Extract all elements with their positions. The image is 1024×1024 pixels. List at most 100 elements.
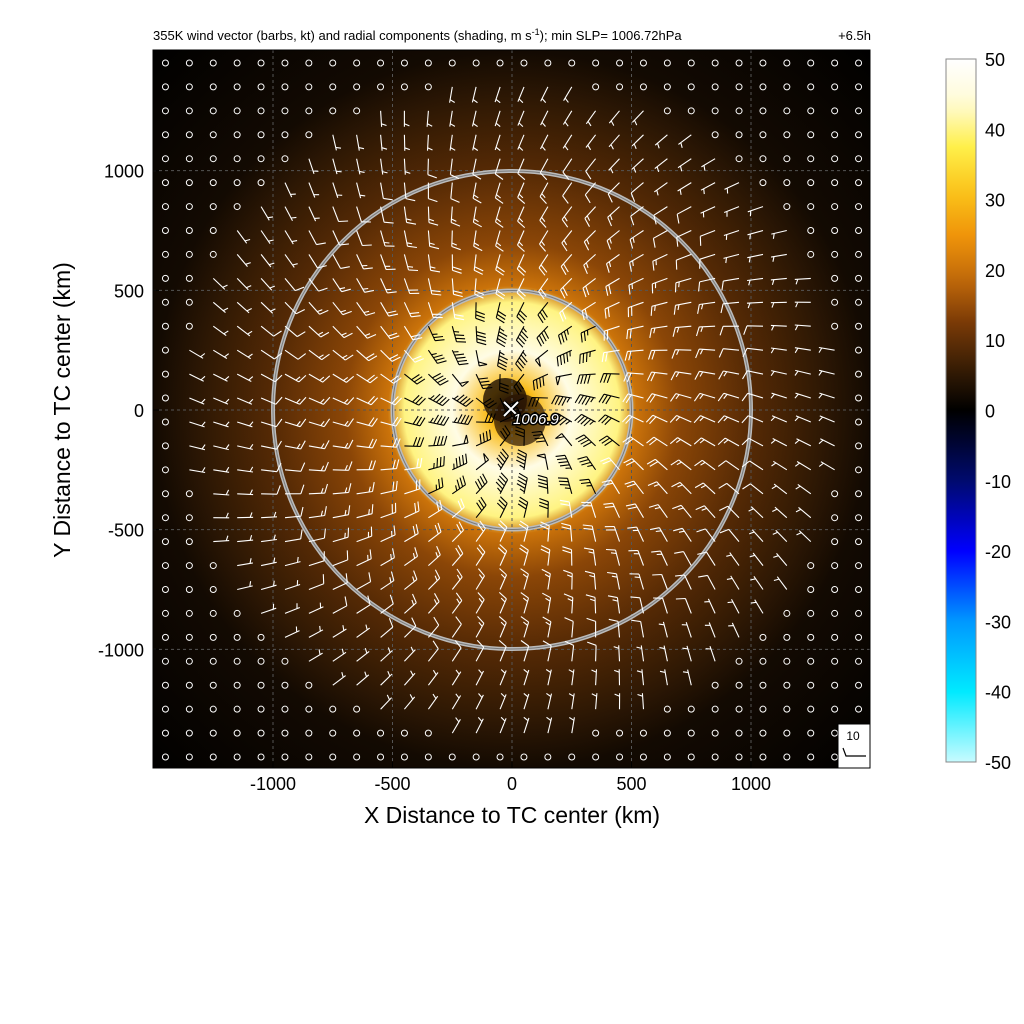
calm-wind-marker [161,753,169,761]
wind-barb [622,393,644,404]
wind-barb [356,526,373,543]
calm-wind-marker [424,83,432,91]
calm-wind-marker [855,681,863,689]
wind-barb [494,182,504,204]
calm-wind-marker [329,729,337,737]
calm-wind-marker [855,155,863,163]
wind-barb [672,504,692,519]
calm-wind-marker [759,131,767,139]
wind-barb [451,498,465,519]
wind-barb [653,597,668,614]
wind-barb [380,158,388,175]
wind-barb [403,254,419,272]
calm-wind-marker [305,131,313,139]
wind-barb [494,110,501,128]
wind-barb [332,206,349,223]
calm-wind-marker [735,131,743,139]
wind-barb [794,324,811,331]
y-tick-label: 0 [134,401,144,421]
calm-wind-marker [807,155,815,163]
wind-barb [260,580,277,591]
calm-wind-marker [161,179,169,187]
wind-barb [624,349,644,361]
calm-wind-marker [855,657,863,665]
calm-wind-marker [639,729,647,737]
calm-wind-marker [687,83,695,91]
wind-barb [427,158,437,179]
wind-barb [669,437,692,447]
wind-barb [189,397,206,405]
calm-wind-marker [783,705,791,713]
wind-barb [237,512,254,519]
wind-barb [189,444,206,451]
calm-wind-marker [759,83,767,91]
wind-barb [380,548,395,567]
wind-barb [236,349,253,360]
wind-barb [585,158,597,180]
wind-barb [332,182,343,198]
wind-barb [236,325,253,337]
calm-wind-marker [855,179,863,187]
y-tick-label: -1000 [98,640,144,660]
calm-wind-marker [185,633,193,641]
wind-barb [403,230,417,249]
wind-barb [515,325,529,348]
calm-wind-marker [783,633,791,641]
wind-barb [495,278,506,300]
wind-barb [561,230,573,252]
calm-wind-marker [185,83,193,91]
wind-barb [449,110,456,127]
wind-barb [649,527,668,542]
wind-barb [308,551,325,567]
wind-barb [380,618,394,638]
colorbar-tick-label: -20 [985,542,1011,562]
wind-barb [682,645,692,662]
wind-barb [557,325,573,345]
calm-wind-marker [185,586,193,593]
wind-barb [698,574,716,590]
calm-wind-marker [855,562,863,570]
wind-barb [284,506,304,519]
calm-wind-marker [855,322,863,330]
wind-barb [742,370,764,380]
wind-barb [651,277,668,294]
wind-barb [260,557,277,567]
wind-barb [671,349,692,359]
wind-barb [495,254,505,276]
calm-wind-marker [233,753,241,761]
wind-barb [581,301,596,321]
calm-wind-marker [639,59,647,67]
wind-barb [356,301,376,316]
wind-barb [539,521,550,542]
wind-barb [555,454,573,471]
wind-barb [497,350,508,371]
calm-wind-marker [735,155,743,163]
calm-wind-marker [855,538,863,546]
calm-wind-marker [831,250,839,258]
calm-wind-marker [855,227,863,234]
wind-barb [719,528,740,542]
wind-barb [523,716,530,734]
calm-wind-marker [807,657,815,665]
wind-barb [675,597,692,614]
wind-barb [403,646,416,662]
calm-wind-marker [735,753,743,761]
wind-barb [472,182,482,204]
center-slp-label: 1006.9 [513,411,560,428]
wind-barb [622,414,644,424]
wind-barb [332,672,346,686]
wind-barb [818,438,835,447]
wind-barb [585,110,597,127]
wind-barb [475,397,497,409]
wind-barb [499,374,509,394]
wind-barb [652,253,668,271]
reference-barb: 10 [837,723,871,769]
wind-barb [499,716,507,734]
calm-wind-marker [257,729,265,737]
wind-barb [676,230,692,247]
calm-wind-marker [807,179,815,187]
wind-barb [475,669,484,686]
wind-barb [694,482,716,495]
wind-barb [332,439,354,449]
wind-barb [557,477,573,494]
